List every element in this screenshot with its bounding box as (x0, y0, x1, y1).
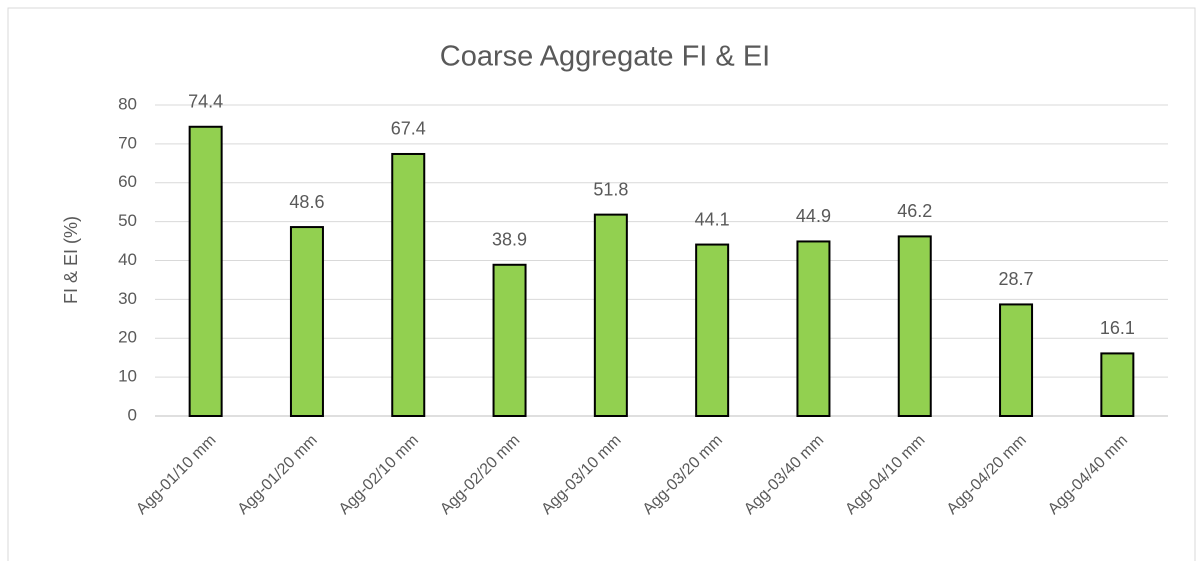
x-tick-label: Agg-02/10 mm (336, 432, 422, 518)
x-tick-label: Agg-02/20 mm (437, 432, 523, 518)
data-label: 67.4 (391, 119, 426, 139)
data-label: 44.1 (695, 209, 730, 229)
x-tick-label: Agg-03/10 mm (538, 432, 624, 518)
x-tick-label: Agg-01/20 mm (235, 432, 321, 518)
x-tick-label: Agg-03/40 mm (741, 432, 827, 518)
data-label: 16.1 (1100, 318, 1135, 338)
chart-title: Coarse Aggregate FI & EI (440, 41, 770, 73)
bar (188, 125, 223, 418)
data-label: 46.2 (897, 201, 932, 221)
bar (999, 303, 1034, 417)
x-tick-label: Agg-03/20 mm (640, 432, 726, 518)
y-tick-label: 30 (118, 289, 137, 308)
y-tick-label: 50 (118, 211, 137, 230)
x-tick-label: Agg-04/40 mm (1045, 432, 1131, 518)
bar (391, 152, 426, 417)
bar (695, 243, 730, 417)
y-tick-label: 40 (118, 250, 137, 269)
y-axis-label: FI & EI (%) (61, 216, 81, 304)
bar (593, 213, 628, 417)
x-tick-label: Agg-01/10 mm (133, 432, 219, 518)
data-label: 28.7 (999, 269, 1034, 289)
y-tick-label: 70 (118, 133, 137, 152)
data-label: 44.9 (796, 206, 831, 226)
y-tick-label: 80 (118, 94, 137, 113)
data-label: 51.8 (593, 179, 628, 199)
x-tick-label: Agg-04/20 mm (944, 432, 1030, 518)
bar (796, 240, 831, 417)
bar (897, 235, 932, 417)
data-label: 38.9 (492, 230, 527, 250)
x-tick-label: Agg-04/10 mm (842, 432, 928, 518)
bar (289, 226, 324, 417)
bar (1100, 352, 1135, 418)
data-label: 74.4 (188, 92, 223, 112)
data-label: 48.6 (289, 192, 324, 212)
y-tick-label: 20 (118, 328, 137, 347)
chart-border (7, 7, 1196, 561)
y-tick-label: 60 (118, 172, 137, 191)
y-tick-label: 0 (128, 405, 137, 424)
y-tick-label: 10 (118, 367, 137, 386)
bar (492, 263, 527, 417)
